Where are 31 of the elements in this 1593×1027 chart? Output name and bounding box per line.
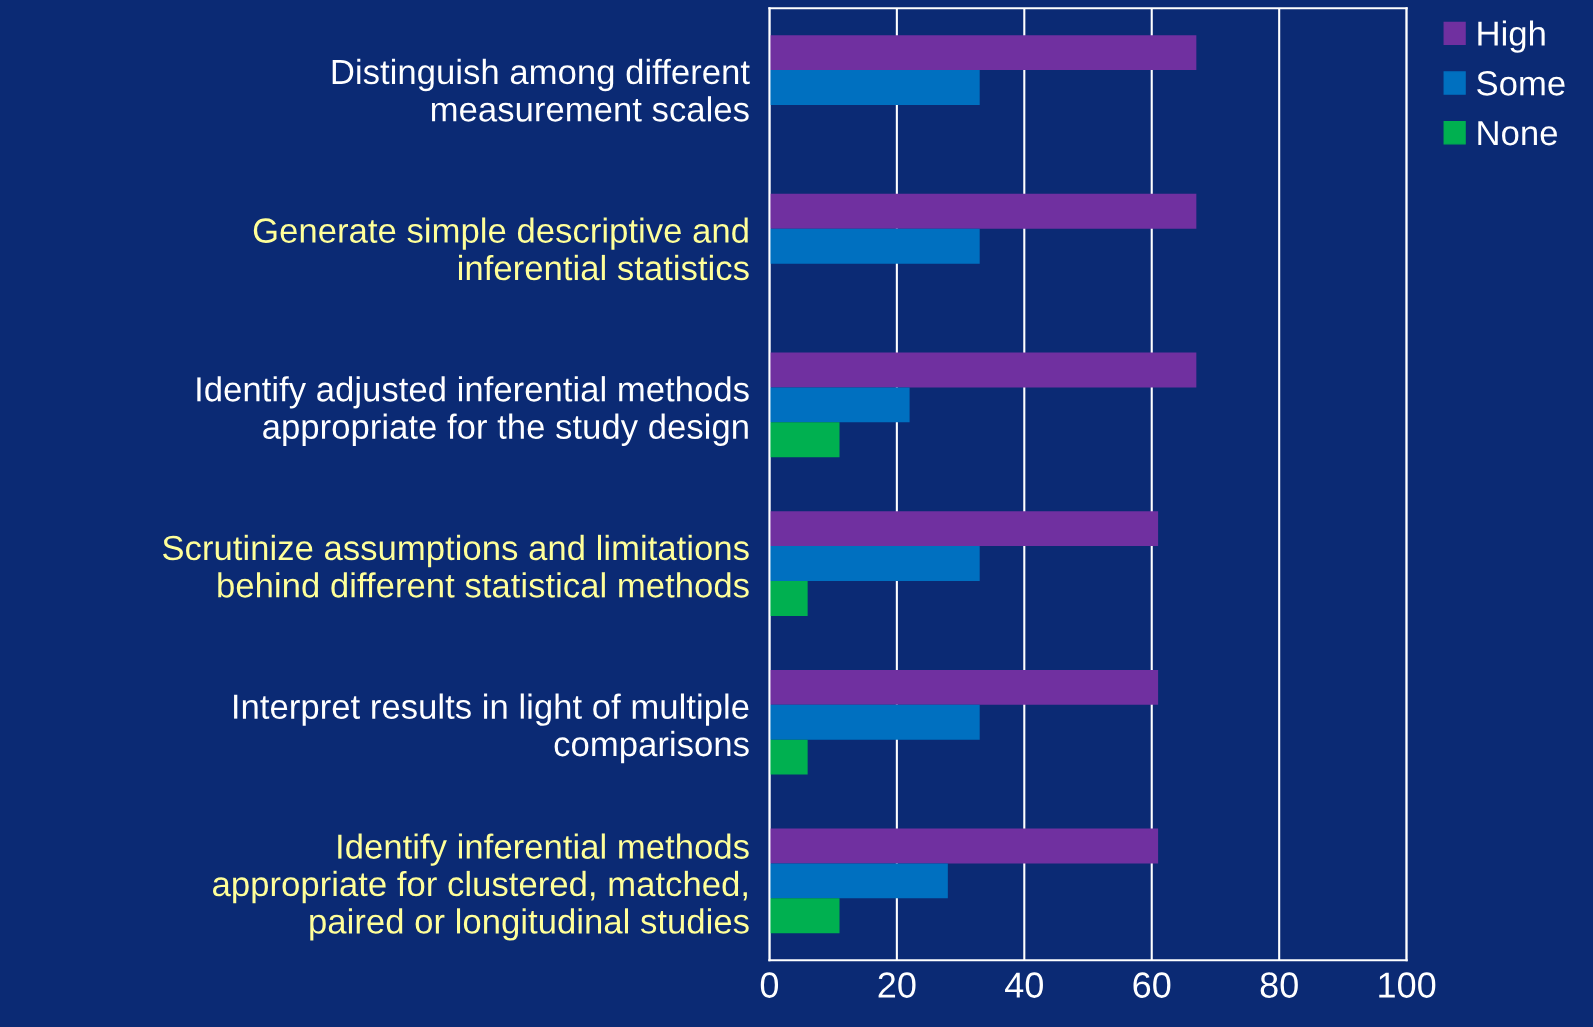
y-tick-label: Distinguish among different measurement scales — [332, 58, 750, 122]
bar — [769, 352, 1197, 388]
x-tick-label: 60 — [1133, 972, 1171, 998]
x-tick-label: 20 — [878, 972, 916, 998]
legend-label: High — [1478, 20, 1545, 53]
bar — [769, 739, 808, 775]
bar — [769, 863, 948, 899]
bar — [769, 669, 1159, 705]
y-tick-label: Generate simple descriptive and inferential statistics — [253, 217, 749, 281]
bar — [769, 228, 980, 264]
bar — [769, 828, 1159, 864]
bar — [769, 511, 1159, 547]
legend-label: None — [1478, 121, 1557, 146]
y-tick-label: Scrutinize assumptions and limitations behind different statistical methods — [162, 534, 749, 598]
bar — [769, 898, 840, 934]
bar — [769, 546, 980, 582]
x-tick-label: 0 — [760, 972, 779, 998]
bar — [769, 193, 1197, 229]
bar — [769, 422, 840, 458]
x-tick-label: 40 — [1005, 972, 1043, 998]
bar — [769, 70, 980, 106]
bar — [769, 581, 808, 616]
legend-label: Some — [1477, 71, 1565, 96]
y-tick-label: Identify inferential methods appropriate for clustered, matched, paired or longitudinal studies — [213, 833, 749, 941]
y-tick-label: Identify adjusted inferential methods appropriate for the study design — [197, 376, 749, 446]
x-tick-label: 100 — [1379, 972, 1436, 998]
bar — [769, 704, 980, 740]
bar — [769, 387, 910, 423]
x-tick-label: 80 — [1260, 972, 1298, 998]
bar — [769, 35, 1197, 71]
y-tick-label: Interpret results in light of multiple comparisons — [234, 693, 749, 764]
